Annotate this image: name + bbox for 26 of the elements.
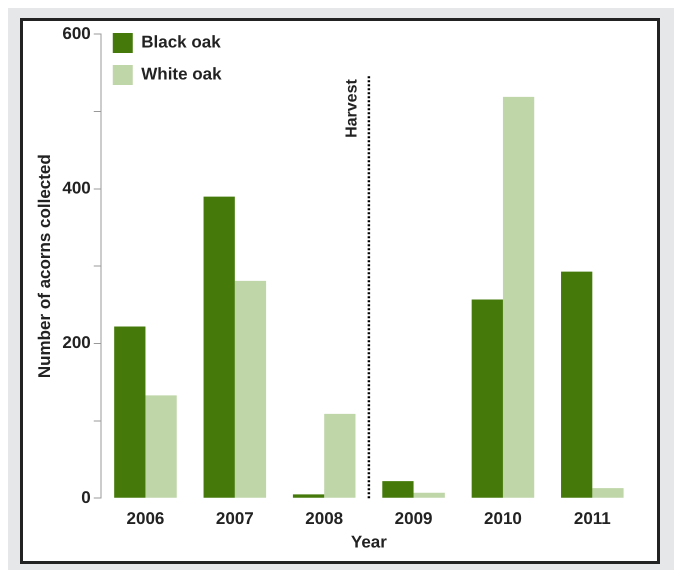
- y-tick-label: 200: [62, 333, 91, 352]
- bar: [145, 395, 177, 498]
- bar: [382, 481, 414, 498]
- legend-label: Black oak: [141, 32, 222, 52]
- bar: [502, 96, 534, 498]
- x-tick-label: 2011: [574, 509, 611, 528]
- bar: [472, 299, 503, 498]
- bar: [114, 326, 146, 498]
- annotation: Harvest: [343, 78, 360, 138]
- x-tick-label: 2006: [126, 509, 164, 528]
- bar: [592, 488, 624, 498]
- x-tick-label: 2007: [216, 509, 254, 528]
- y-tick-label: 600: [62, 24, 91, 43]
- x-tick-label: 2008: [305, 509, 344, 528]
- legend-label: White oak: [141, 64, 222, 84]
- bar: [324, 414, 356, 498]
- y-tick-label: 400: [62, 178, 91, 198]
- x-tick-label: 2010: [484, 509, 522, 528]
- y-tick-label: 0: [81, 488, 91, 507]
- bar: [234, 280, 266, 498]
- bar: [204, 196, 235, 498]
- x-tick-label: 2009: [394, 509, 432, 528]
- x-axis-title: Year: [350, 532, 388, 552]
- bar: [561, 272, 592, 498]
- y-axis-title: Number of acorns collected: [34, 154, 54, 378]
- bar: [414, 492, 445, 498]
